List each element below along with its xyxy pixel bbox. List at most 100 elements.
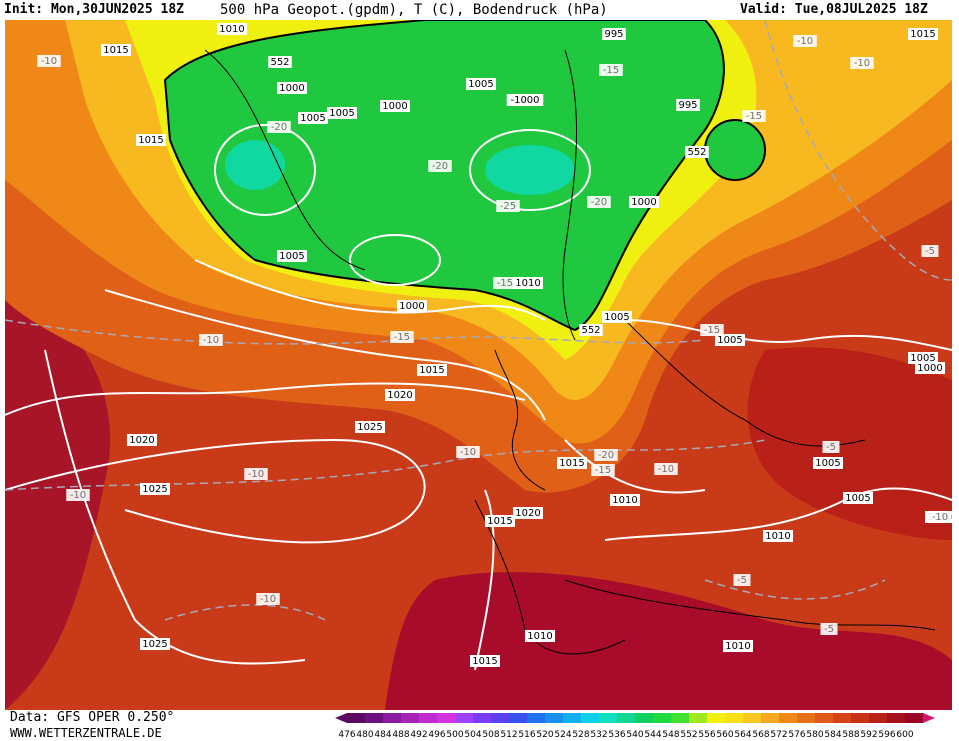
svg-text:-1000: -1000: [510, 95, 539, 106]
colorbar-swatch: [383, 713, 401, 723]
temperature-label: -10: [66, 489, 90, 501]
temperature-label: -5: [921, 245, 939, 257]
svg-text:-25: -25: [500, 201, 516, 212]
colorbar-tick-label: 576: [788, 730, 805, 740]
colorbar-swatch: [905, 713, 923, 723]
colorbar-swatch: [419, 713, 437, 723]
svg-text:-15: -15: [497, 278, 513, 289]
svg-text:1005: 1005: [845, 493, 870, 504]
svg-text:-15: -15: [603, 65, 619, 76]
colorbar-tick-label: 536: [608, 730, 625, 740]
svg-text:1005: 1005: [300, 113, 325, 124]
temperature-label: -15: [591, 464, 615, 476]
isobar-1005: [194, 259, 546, 321]
colorbar-swatch: [365, 713, 383, 723]
pressure-label: 1010: [723, 640, 753, 652]
pressure-label: 1005: [602, 311, 632, 323]
temperature-label: -10: [654, 463, 678, 475]
colorbar-tick-label: 492: [410, 730, 427, 740]
colorbar-swatch: [779, 713, 797, 723]
svg-text:1015: 1015: [103, 45, 128, 56]
pressure-label: 1015: [101, 44, 131, 56]
svg-text:1005: 1005: [815, 458, 840, 469]
temperature-label: -10: [37, 55, 61, 67]
pressure-label: 1010: [513, 277, 543, 289]
svg-text:1000: 1000: [382, 101, 407, 112]
colorbar-tick-label: 568: [752, 730, 769, 740]
colorbar-swatch: [437, 713, 455, 723]
svg-text:-10: -10: [248, 469, 264, 480]
isotherm-minus-5-south: [704, 579, 886, 600]
colorbar-swatch: [527, 713, 545, 723]
temperature-label: -10: [456, 446, 480, 458]
svg-text:-5: -5: [826, 442, 836, 453]
colorbar-swatch: [815, 713, 833, 723]
temperature-label: -5: [822, 441, 840, 453]
svg-text:-20: -20: [432, 161, 448, 172]
coast-scandinavia: [562, 49, 578, 341]
temperature-label: -15: [700, 324, 724, 336]
colorbar-tick-label: 516: [518, 730, 535, 740]
pressure-label: 1005: [298, 112, 328, 124]
pressure-label: 1000: [277, 82, 307, 94]
pressure-label: 1020: [127, 434, 157, 446]
pressure-label: 1005: [908, 352, 938, 364]
colorbar-tick-label: 504: [464, 730, 481, 740]
svg-text:1020: 1020: [129, 435, 154, 446]
colorbar-tick-label: 540: [626, 730, 643, 740]
temperature-label: -20: [587, 196, 611, 208]
svg-text:1025: 1025: [357, 422, 382, 433]
colorbar-tick-label: 600: [896, 730, 913, 740]
svg-text:1015: 1015: [419, 365, 444, 376]
pressure-label: 1000: [380, 100, 410, 112]
pressure-label: 1015: [470, 655, 500, 667]
colorbar-arrow-right: [923, 713, 935, 723]
temperature-label: -15: [390, 331, 414, 343]
geopotential-552-contour: [163, 20, 725, 332]
svg-text:1025: 1025: [142, 639, 167, 650]
colorbar-tick-label: 484: [374, 730, 391, 740]
colorbar-tick-label: 556: [698, 730, 715, 740]
svg-text:552: 552: [687, 147, 706, 158]
cold-core-center: [485, 145, 575, 195]
svg-text:1015: 1015: [559, 458, 584, 469]
colorbar-tick-label: 532: [590, 730, 607, 740]
svg-text:1000: 1000: [917, 363, 942, 374]
colorbar-tick-label: 584: [824, 730, 841, 740]
temperature-label: -10: [850, 57, 874, 69]
isotherm-minus-10-b: [5, 439, 766, 491]
chart-title: 500 hPa Geopot.(gpdm), T (C), Bodendruck…: [220, 2, 608, 18]
temperature-label: -15: [599, 64, 623, 76]
svg-text:1000: 1000: [279, 83, 304, 94]
init-time: Init: Mon,30JUN2025 18Z: [4, 2, 185, 17]
colorbar-swatch: [851, 713, 869, 723]
colorbar-swatch: [473, 713, 491, 723]
weather-map: 1010 1015 552 1000 1005 1005 1000 -1000 995 995 55…: [5, 20, 952, 710]
isotherm-minus-10-south: [164, 604, 326, 621]
svg-text:-5: -5: [925, 246, 935, 257]
svg-text:-5: -5: [824, 624, 834, 635]
warm-zone-west: [5, 280, 111, 710]
pressure-label: 1005: [466, 78, 496, 90]
pressure-label: 1000: [397, 300, 427, 312]
temperature-label: -10: [244, 468, 268, 480]
cold-core-west: [225, 140, 285, 190]
pressure-label: 1005: [715, 334, 745, 346]
svg-text:1020: 1020: [515, 508, 540, 519]
colorbar-swatch: [545, 713, 563, 723]
isobar-1020: [5, 382, 526, 416]
colorbar-tick-label: 572: [770, 730, 787, 740]
pressure-label: 1020: [513, 507, 543, 519]
temperature-label: -20: [428, 160, 452, 172]
isobar-1010: [604, 487, 952, 541]
header-bar: Init: Mon,30JUN2025 18Z 500 hPa Geopot.(…: [0, 0, 959, 20]
svg-text:1020: 1020: [387, 390, 412, 401]
pressure-label: 1015: [557, 457, 587, 469]
pressure-label: 1010: [525, 630, 555, 642]
colorbar-swatch: [401, 713, 419, 723]
svg-text:-5: -5: [737, 575, 747, 586]
isobar-1015: [104, 289, 546, 421]
temperature-label: -25: [496, 200, 520, 212]
svg-text:1010: 1010: [219, 24, 244, 35]
colorbar-tick-label: 476: [338, 730, 355, 740]
